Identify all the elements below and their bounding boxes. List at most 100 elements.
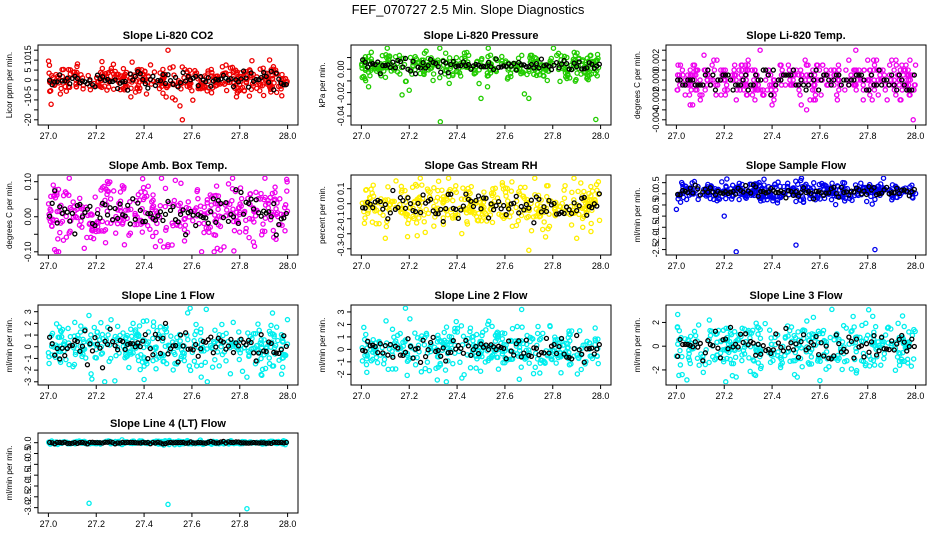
reference-point — [360, 347, 366, 354]
reference-point — [97, 345, 103, 351]
reference-point — [433, 210, 439, 217]
series-point — [753, 347, 760, 354]
outlier-point — [872, 246, 878, 253]
reference-point — [695, 186, 701, 192]
reference-point — [185, 346, 191, 352]
reference-point — [836, 72, 842, 78]
reference-point — [152, 331, 159, 338]
reference-point — [856, 72, 862, 78]
series-point — [740, 82, 747, 88]
series-point — [800, 196, 807, 202]
reference-point — [170, 440, 176, 446]
reference-point — [177, 439, 184, 446]
reference-point — [228, 439, 234, 446]
x-tick-label: 27.0 — [40, 131, 58, 141]
reference-point — [203, 79, 209, 85]
series-point — [529, 335, 535, 342]
reference-point — [725, 346, 731, 352]
reference-point — [200, 214, 206, 221]
reference-point — [495, 64, 502, 71]
reference-point — [102, 77, 108, 84]
series-point — [766, 327, 773, 333]
reference-point — [881, 77, 887, 83]
reference-point — [848, 188, 855, 194]
series-point — [282, 228, 288, 234]
reference-point — [589, 205, 595, 211]
reference-point — [230, 349, 237, 356]
reference-point — [240, 211, 247, 217]
reference-point — [193, 222, 199, 229]
series-point — [564, 75, 570, 82]
reference-point — [228, 336, 234, 343]
reference-point — [742, 331, 749, 337]
reference-point — [765, 346, 771, 353]
reference-point — [460, 350, 467, 356]
series-point — [431, 223, 437, 229]
series-point — [852, 182, 859, 188]
series-point — [227, 65, 234, 71]
series-point — [231, 248, 237, 254]
reference-point — [84, 362, 91, 368]
reference-point — [230, 84, 237, 90]
series-point — [878, 77, 884, 83]
series-point — [706, 317, 713, 323]
reference-point — [99, 440, 106, 446]
outlier-point — [129, 59, 135, 65]
series-point — [772, 181, 778, 188]
series-point — [876, 344, 883, 351]
reference-point — [813, 67, 819, 73]
reference-point — [250, 206, 257, 212]
series-point — [791, 371, 798, 378]
series-point — [132, 210, 138, 217]
series-point — [74, 61, 81, 67]
reference-point — [511, 60, 517, 67]
series-point — [722, 67, 729, 73]
series-point — [821, 195, 828, 202]
reference-point — [152, 440, 159, 446]
series-point — [526, 66, 532, 73]
series-point — [112, 230, 119, 236]
data-points — [673, 306, 918, 384]
reference-point — [278, 346, 284, 353]
series-point — [60, 66, 67, 73]
reference-point — [526, 352, 532, 359]
reference-point — [705, 67, 711, 73]
series-point — [823, 183, 829, 189]
series-point — [54, 208, 60, 215]
series-point — [568, 361, 574, 367]
reference-point — [228, 76, 234, 82]
reference-point — [54, 79, 60, 85]
series-point — [273, 236, 279, 243]
series-point — [798, 345, 805, 351]
reference-point — [445, 191, 451, 197]
series-point — [207, 342, 214, 349]
series-point — [878, 362, 884, 368]
series-point — [157, 203, 164, 209]
outlier-point — [272, 67, 279, 73]
series-point — [126, 364, 132, 371]
y-tick-label: 5 — [23, 68, 33, 73]
reference-point — [223, 199, 229, 206]
reference-point — [894, 87, 900, 93]
series-point — [384, 218, 390, 225]
series-point — [170, 222, 176, 229]
reference-point — [705, 338, 711, 344]
series-point — [71, 361, 78, 368]
reference-point — [558, 335, 565, 342]
series-point — [563, 340, 569, 347]
data-points — [45, 176, 291, 254]
series-point — [157, 324, 164, 330]
reference-point — [114, 85, 121, 92]
series-point — [837, 346, 844, 353]
series-point — [181, 238, 188, 244]
outlier-point — [143, 91, 150, 97]
reference-point — [402, 205, 409, 211]
reference-point — [833, 332, 839, 338]
reference-point — [140, 76, 146, 83]
series-point — [262, 176, 268, 181]
series-point — [592, 341, 598, 348]
reference-point — [816, 351, 822, 358]
reference-point — [99, 74, 106, 80]
reference-point — [412, 71, 419, 77]
